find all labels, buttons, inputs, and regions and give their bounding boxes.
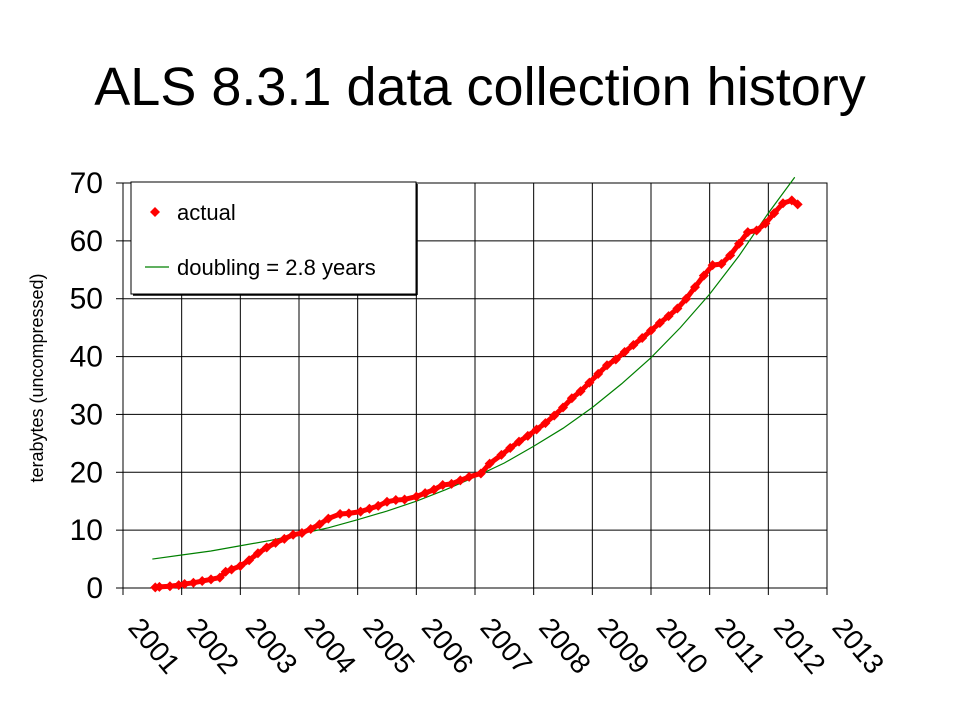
y-tick-label-10: 10: [70, 514, 103, 547]
x-tick-label-2003: 2003: [240, 612, 304, 680]
data-point-actual: [391, 495, 401, 505]
data-point-actual: [197, 576, 207, 586]
y-tick-label-50: 50: [70, 283, 103, 316]
data-point-actual: [344, 508, 354, 518]
data-point-actual: [165, 581, 175, 591]
y-tick-label-40: 40: [70, 341, 103, 374]
data-point-actual: [206, 574, 216, 584]
data-point-actual: [400, 494, 410, 504]
x-tick-label-2001: 2001: [122, 612, 186, 680]
x-tick-label-2012: 2012: [768, 612, 832, 680]
y-tick-label-70: 70: [70, 167, 103, 200]
x-tick-label-2002: 2002: [181, 612, 245, 680]
data-point-actual: [188, 578, 198, 588]
x-tick-label-2013: 2013: [826, 612, 890, 680]
y-axis-label: terabytes (uncompressed): [27, 273, 47, 482]
x-tick-label-2010: 2010: [650, 612, 714, 680]
x-tick-label-2004: 2004: [298, 612, 362, 680]
x-tick-label-2009: 2009: [592, 612, 656, 680]
y-axis-ticks: 0 10 20 30 40 50 60 70: [70, 167, 123, 605]
x-tick-label-2005: 2005: [357, 612, 421, 680]
legend-label-doubling: doubling = 2.8 years: [177, 255, 376, 280]
y-tick-label-0: 0: [86, 572, 103, 605]
y-tick-label-30: 30: [70, 398, 103, 431]
legend: actual doubling = 2.8 years: [131, 182, 417, 295]
y-tick-label-60: 60: [70, 225, 103, 258]
x-tick-label-2007: 2007: [474, 612, 538, 680]
x-tick-label-2011: 2011: [709, 612, 771, 678]
x-tick-label-2008: 2008: [533, 612, 597, 680]
x-axis-ticks: 2001200220032004200520062007200820092010…: [122, 588, 890, 680]
x-tick-label-2006: 2006: [416, 612, 480, 680]
legend-label-actual: actual: [177, 200, 236, 225]
y-tick-label-20: 20: [70, 456, 103, 489]
